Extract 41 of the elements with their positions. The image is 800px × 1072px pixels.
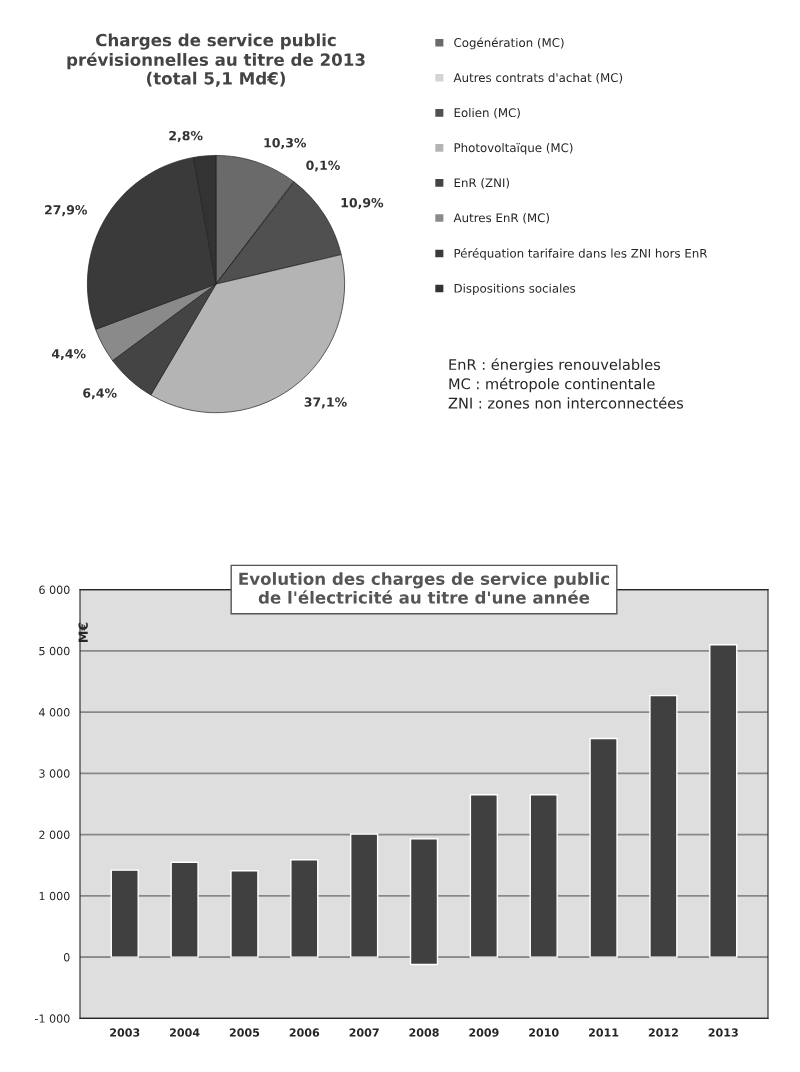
x-tick-label: 2011 bbox=[588, 1028, 619, 1037]
legend-label: Autres EnR (MC) bbox=[453, 213, 549, 224]
y-tick-label: 4 000 bbox=[39, 708, 70, 717]
data-label: 4,4% bbox=[51, 348, 86, 361]
y-tick-label: 0 bbox=[63, 953, 70, 962]
legend-label: Autres contrats d'achat (MC) bbox=[453, 72, 623, 84]
data-label: 6,4% bbox=[83, 388, 117, 400]
legend-label: Eolien (MC) bbox=[454, 107, 520, 119]
chart-title: Evolution des charges de service public de l'électricité au titre d'une année bbox=[239, 572, 610, 604]
y-tick-label: 1 000 bbox=[39, 891, 70, 901]
text: MC : métropole continentale bbox=[449, 377, 655, 393]
x-tick-label: 2008 bbox=[409, 1028, 439, 1037]
x-tick-label: 2010 bbox=[529, 1028, 559, 1037]
legend-label: EnR (ZNI) bbox=[454, 178, 510, 189]
text: ZNI : zones non interconnectées bbox=[448, 396, 684, 409]
y-axis-title: M€ bbox=[78, 622, 88, 642]
x-tick-label: 2003 bbox=[110, 1028, 140, 1037]
legend-label: Péréquation tarifaire dans les ZNI hors EnR bbox=[454, 248, 708, 261]
legend-label: Dispositions sociales bbox=[454, 283, 576, 296]
data-label: 10,9% bbox=[341, 197, 384, 209]
data-label: 2,8% bbox=[169, 130, 203, 142]
text: Charges de service public prévisionnelles au titre de 2013 (total 5,1 Md€) bbox=[67, 33, 365, 87]
x-tick-label: 2009 bbox=[469, 1028, 499, 1037]
data-label: 0,1% bbox=[306, 160, 340, 172]
x-tick-label: 2012 bbox=[648, 1028, 678, 1037]
y-tick-label: 3 000 bbox=[39, 769, 70, 778]
y-tick-label: 6 000 bbox=[39, 585, 70, 594]
legend-label: Cogénération (MC) bbox=[454, 37, 564, 50]
text: EnR : énergies renouvelables bbox=[449, 358, 661, 373]
data-label: 37,1% bbox=[304, 397, 347, 409]
y-tick-label: 2 000 bbox=[39, 830, 70, 840]
legend-label: Photovoltaïque (MC) bbox=[454, 143, 573, 155]
x-tick-label: 2007 bbox=[349, 1028, 379, 1037]
y-tick-label: 5 000 bbox=[39, 646, 70, 656]
y-tick-label: -1 000 bbox=[35, 1014, 70, 1023]
data-label: 27,9% bbox=[45, 205, 88, 217]
x-tick-label: 2013 bbox=[708, 1028, 738, 1037]
data-label: 10,3% bbox=[264, 138, 307, 150]
x-tick-label: 2006 bbox=[289, 1028, 320, 1037]
x-tick-label: 2004 bbox=[170, 1028, 200, 1037]
x-tick-label: 2005 bbox=[229, 1028, 260, 1037]
